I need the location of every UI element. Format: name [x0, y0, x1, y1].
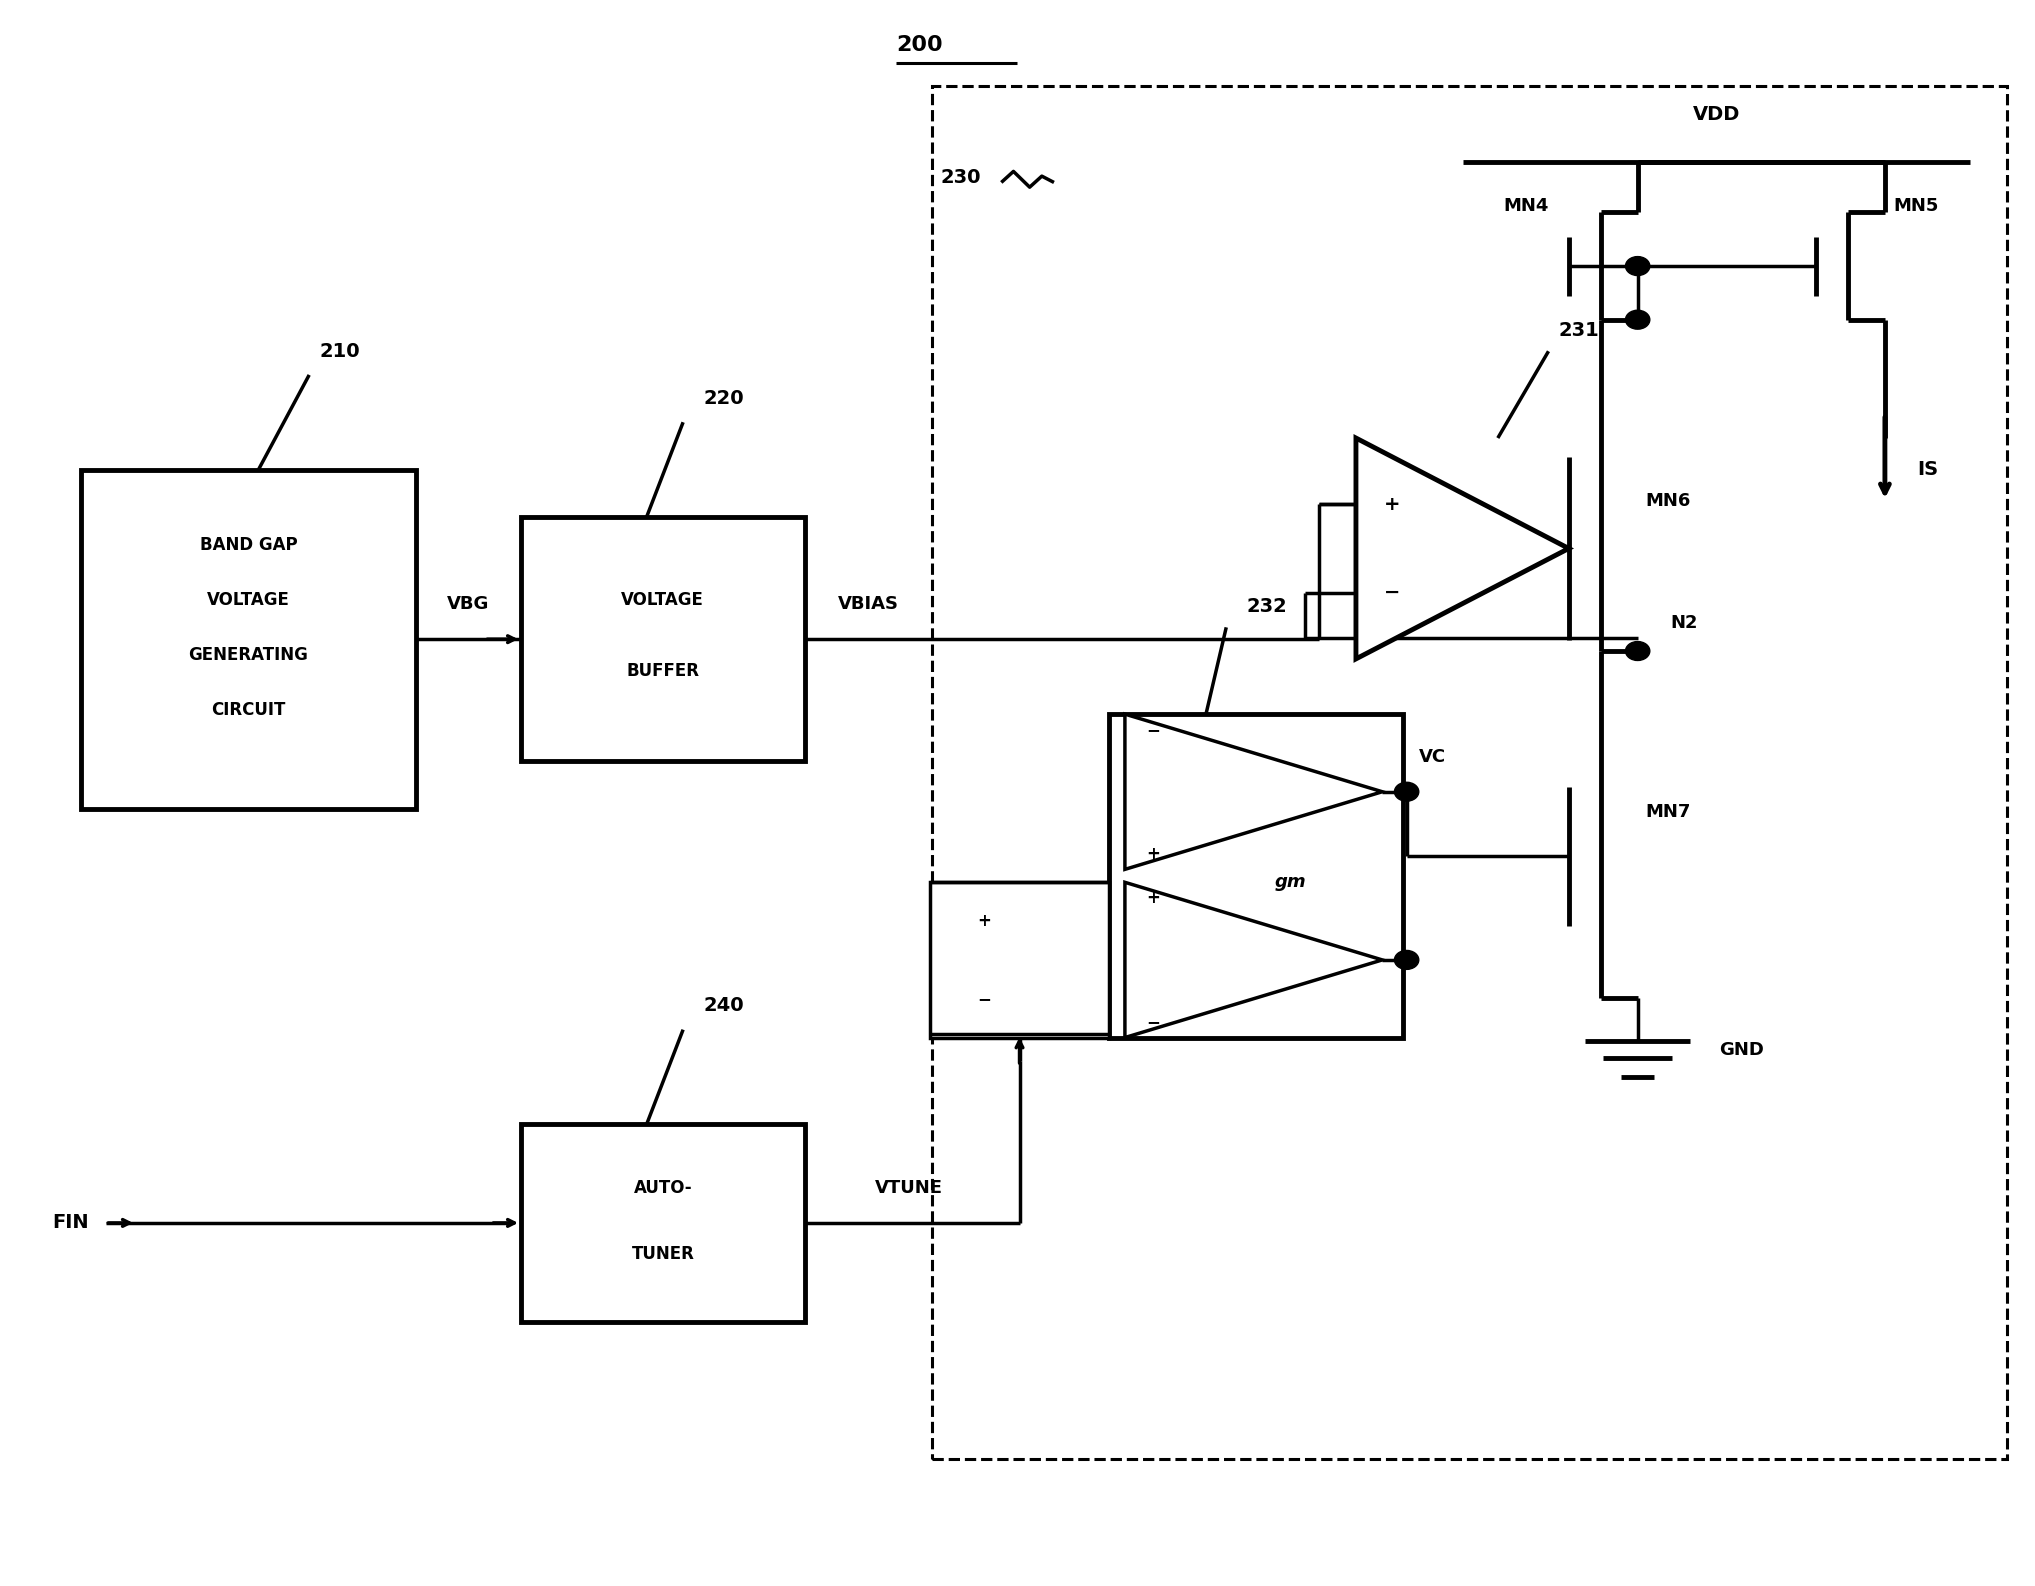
Text: −: −: [1146, 722, 1160, 739]
Circle shape: [1394, 782, 1418, 801]
Text: −: −: [1384, 584, 1400, 603]
Polygon shape: [930, 882, 1109, 1037]
Polygon shape: [1125, 714, 1382, 869]
Text: 220: 220: [704, 389, 745, 408]
Text: CIRCUIT: CIRCUIT: [212, 701, 285, 718]
Text: BAND GAP: BAND GAP: [199, 536, 297, 554]
Circle shape: [1626, 642, 1650, 660]
Polygon shape: [521, 1124, 804, 1321]
Circle shape: [1626, 311, 1650, 330]
Text: IS: IS: [1917, 460, 1939, 479]
Polygon shape: [521, 517, 804, 761]
Text: VBG: VBG: [448, 595, 490, 614]
Text: VDD: VDD: [1693, 105, 1740, 124]
Polygon shape: [1355, 438, 1569, 658]
Text: 230: 230: [940, 168, 981, 187]
Text: MN6: MN6: [1646, 492, 1691, 511]
Text: N2: N2: [1671, 614, 1697, 631]
Text: gm: gm: [1276, 874, 1306, 891]
Text: VBIAS: VBIAS: [838, 595, 899, 614]
Text: GENERATING: GENERATING: [189, 646, 309, 665]
Text: +: +: [1146, 890, 1160, 907]
Text: +: +: [1146, 845, 1160, 863]
Text: TUNER: TUNER: [631, 1245, 694, 1264]
Text: BUFFER: BUFFER: [627, 661, 700, 680]
Text: MN7: MN7: [1646, 803, 1691, 822]
Circle shape: [1394, 950, 1418, 969]
Text: −: −: [977, 990, 991, 1007]
Text: 200: 200: [895, 35, 942, 54]
Text: 240: 240: [704, 996, 745, 1015]
Text: 210: 210: [319, 341, 360, 360]
Circle shape: [1626, 257, 1650, 276]
Polygon shape: [1109, 714, 1402, 1037]
Text: AUTO-: AUTO-: [633, 1180, 692, 1197]
Text: 231: 231: [1559, 322, 1600, 341]
Text: VTUNE: VTUNE: [875, 1180, 942, 1197]
Text: VOLTAGE: VOLTAGE: [621, 590, 704, 609]
Text: 232: 232: [1247, 598, 1288, 617]
Text: +: +: [977, 912, 991, 929]
Text: MN5: MN5: [1893, 197, 1939, 216]
Text: +: +: [1384, 495, 1400, 514]
Polygon shape: [932, 86, 2007, 1459]
Text: MN4: MN4: [1504, 197, 1549, 216]
Text: VOLTAGE: VOLTAGE: [208, 590, 289, 609]
Polygon shape: [1125, 882, 1382, 1037]
Text: VC: VC: [1418, 749, 1447, 766]
Polygon shape: [81, 469, 415, 809]
Text: −: −: [1146, 1013, 1160, 1031]
Text: GND: GND: [1720, 1040, 1764, 1059]
Text: FIN: FIN: [53, 1213, 90, 1232]
